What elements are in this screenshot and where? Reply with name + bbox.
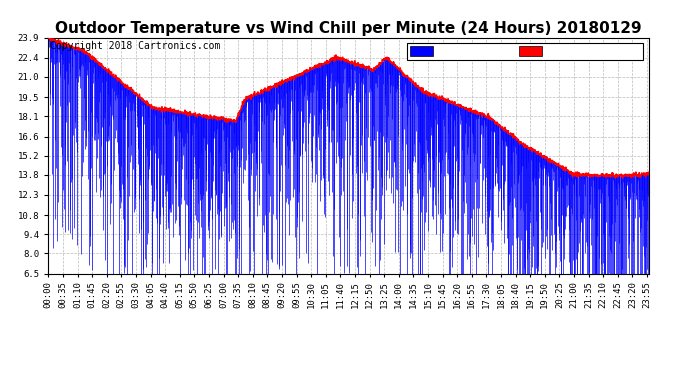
Legend: Wind Chill (°F), Temperature (°F): Wind Chill (°F), Temperature (°F) [407,43,643,60]
Title: Outdoor Temperature vs Wind Chill per Minute (24 Hours) 20180129: Outdoor Temperature vs Wind Chill per Mi… [55,21,642,36]
Text: Copyright 2018 Cartronics.com: Copyright 2018 Cartronics.com [50,41,220,51]
